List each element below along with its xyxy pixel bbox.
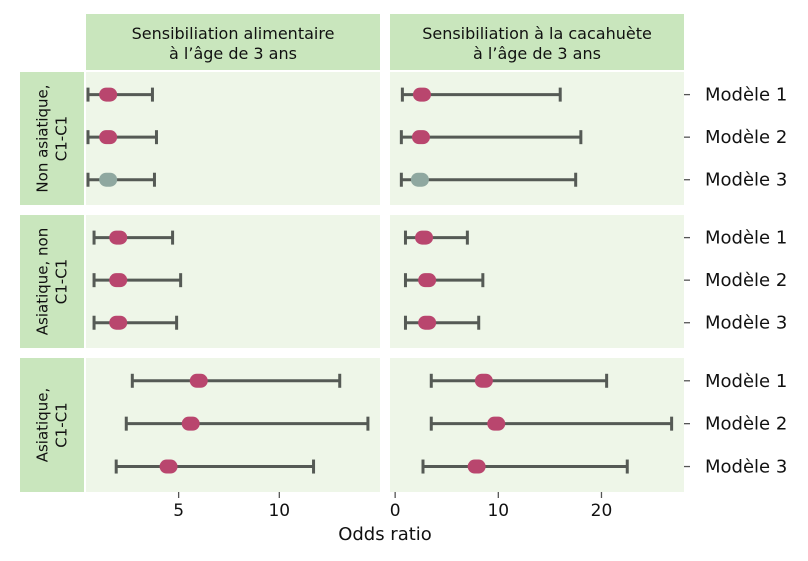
model-label-r1-m2: Modèle 2 [705, 127, 787, 148]
x-tick-label-c2-1: 0 [390, 501, 401, 521]
x-tick-label-c2-2: 10 [487, 501, 509, 521]
point-estimate-r1-c2-m3 [410, 172, 429, 187]
x-tick-label-c2-3: 20 [591, 501, 613, 521]
model-label-r2-m1: Modèle 1 [705, 228, 787, 249]
point-estimate-r1-c2-m1 [412, 87, 431, 102]
column-title-2-line-1: Sensibiliation à la cacahuète [422, 24, 652, 43]
model-label-r2-m3: Modèle 3 [705, 313, 787, 334]
point-estimate-r2-c1-m2 [109, 273, 128, 288]
row-label-1-line-1: Non asiatique, [34, 84, 52, 192]
row-strip-3 [20, 358, 84, 492]
point-estimate-r3-c2-m1 [474, 373, 493, 388]
point-estimate-r3-c1-m2 [181, 416, 200, 431]
point-estimate-r3-c2-m3 [467, 459, 486, 474]
column-title-1-line-1: Sensibiliation alimentaire [132, 24, 335, 43]
row-label-2-line-2: C1-C1 [53, 259, 71, 304]
model-label-r3-m3: Modèle 3 [705, 457, 787, 478]
row-label-1-line-2: C1-C1 [53, 116, 71, 161]
point-estimate-r2-c1-m1 [109, 230, 128, 245]
model-label-r3-m2: Modèle 2 [705, 414, 787, 435]
point-estimate-r1-c2-m2 [411, 130, 430, 145]
point-estimate-r2-c1-m3 [109, 315, 128, 330]
point-estimate-r1-c1-m3 [99, 172, 118, 187]
column-title-1-line-2: à l’âge de 3 ans [169, 44, 297, 63]
point-estimate-r3-c1-m1 [189, 373, 208, 388]
row-strip-2 [20, 215, 84, 348]
model-label-r3-m1: Modèle 1 [705, 371, 787, 392]
point-estimate-r1-c1-m1 [99, 87, 118, 102]
point-estimate-r2-c2-m1 [415, 230, 434, 245]
point-estimate-r3-c2-m2 [487, 416, 506, 431]
point-estimate-r2-c2-m3 [418, 315, 437, 330]
row-label-3-line-2: C1-C1 [53, 402, 71, 447]
model-label-r2-m2: Modèle 2 [705, 270, 787, 291]
x-axis-title: Odds ratio [338, 524, 432, 545]
point-estimate-r2-c2-m2 [418, 273, 437, 288]
row-label-2-line-1: Asiatique, non [34, 228, 52, 335]
model-label-r1-m1: Modèle 1 [705, 85, 787, 106]
row-strip-1 [20, 72, 84, 205]
model-label-r1-m3: Modèle 3 [705, 170, 787, 191]
x-tick-label-c1-1: 5 [173, 501, 184, 521]
column-strip-1 [86, 14, 380, 70]
point-estimate-r3-c1-m3 [159, 459, 178, 474]
column-strip-2 [390, 14, 684, 70]
point-estimate-r1-c1-m2 [99, 130, 118, 145]
row-label-3-line-1: Asiatique, [34, 388, 52, 463]
column-title-2-line-2: à l’âge de 3 ans [473, 44, 601, 63]
x-tick-label-c1-2: 10 [268, 501, 290, 521]
